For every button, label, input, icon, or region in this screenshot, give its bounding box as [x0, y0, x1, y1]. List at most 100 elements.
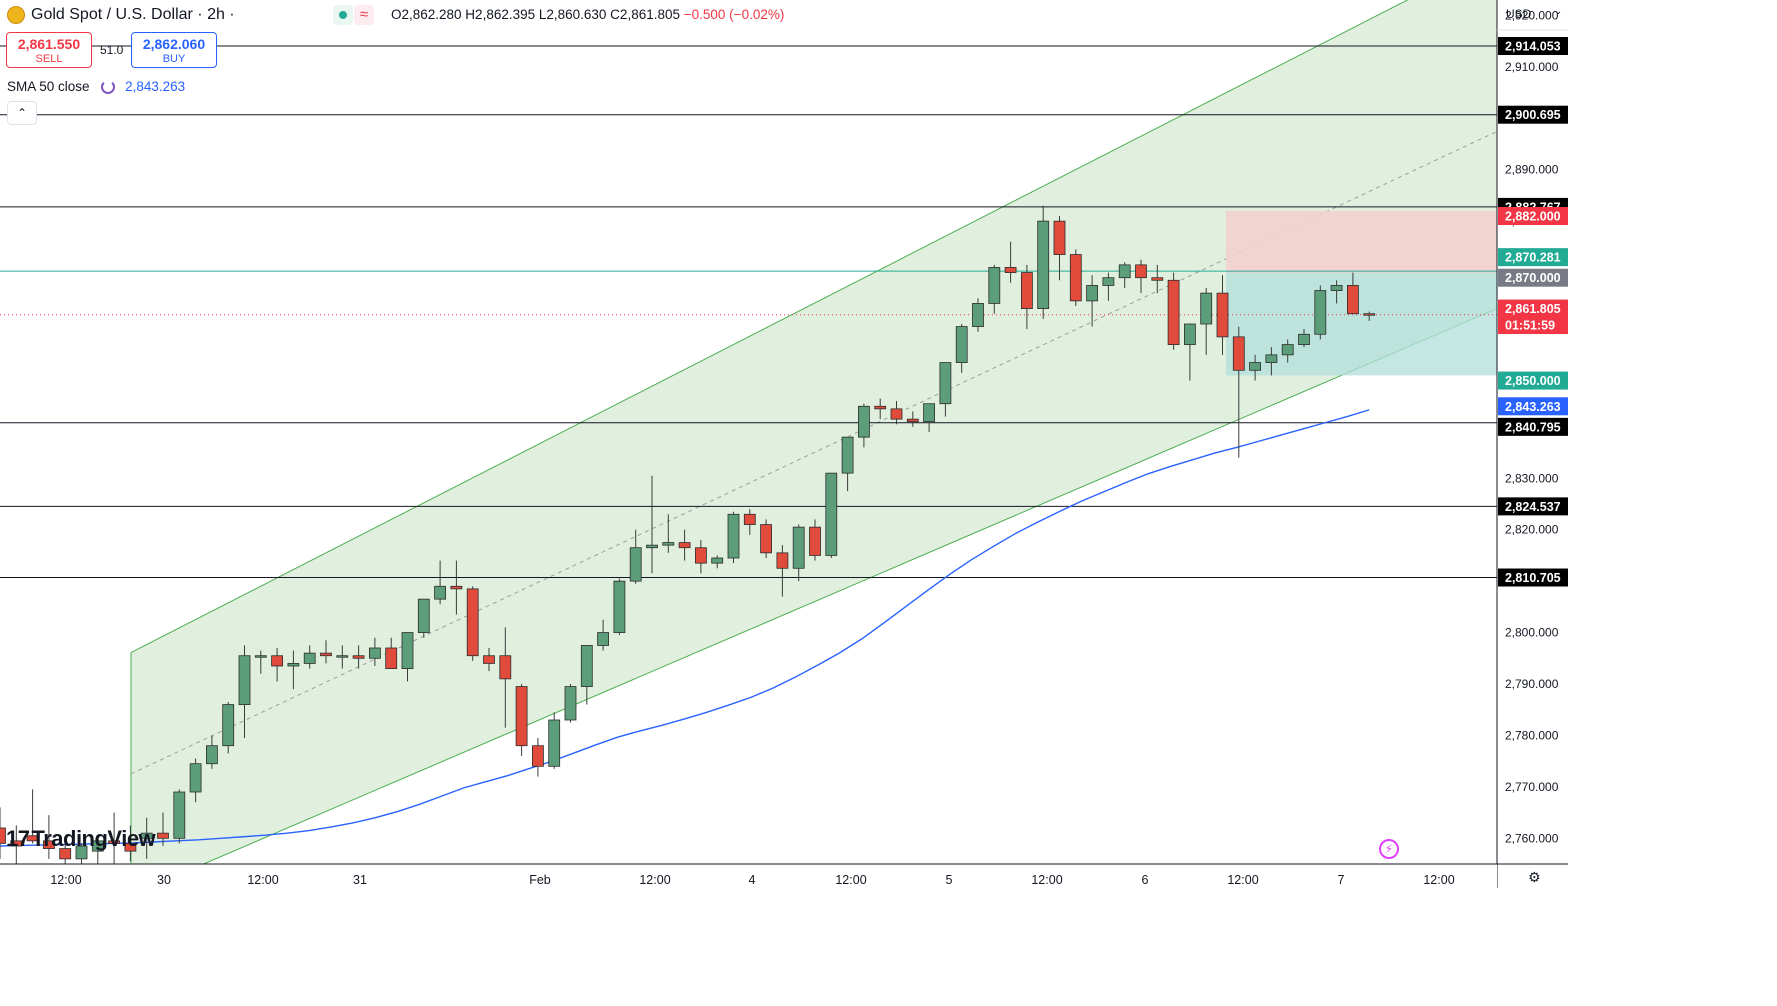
candle-body [955, 326, 968, 363]
price-tag-text: 2,824.537 [1505, 500, 1561, 514]
delay-wave-icon[interactable]: ≈ [354, 5, 374, 25]
candle [466, 586, 479, 661]
candle [368, 637, 381, 666]
symbol-title[interactable]: Gold Spot / U.S. Dollar · 2h · [31, 6, 235, 23]
price-tag-bg [1498, 207, 1568, 225]
refresh-icon[interactable] [101, 80, 116, 94]
candle-body [1151, 277, 1164, 281]
tv-logo-icon: 17 [6, 826, 30, 851]
settings-icon[interactable]: ⚙ [1528, 869, 1541, 885]
candle [532, 738, 544, 777]
candle [385, 637, 398, 669]
candles [0, 205, 1376, 877]
candle [124, 825, 137, 862]
x-tick-label: 12:00 [639, 873, 670, 887]
candle [238, 645, 251, 738]
candle-body [1249, 362, 1261, 371]
candle [1053, 216, 1066, 281]
tradingview-logo: 17TradingView [6, 826, 156, 852]
candle [678, 529, 691, 561]
candle-body [287, 663, 300, 667]
price-tag-bg [1498, 37, 1568, 56]
candle [1184, 323, 1196, 381]
candle-body [1232, 336, 1245, 371]
candle-body [434, 585, 447, 600]
flash-icon[interactable]: ⚡ [1379, 839, 1399, 859]
candle-body [727, 513, 740, 559]
chevron-down-icon[interactable]: ⌄ [1554, 6, 1563, 17]
candle-body [972, 303, 984, 327]
chevron-up-icon[interactable]: ⌃ [7, 101, 37, 125]
y-tick-label: 2,920.000 [1505, 8, 1559, 22]
candle [1347, 272, 1359, 315]
candle-body [352, 655, 365, 659]
candle [10, 825, 23, 870]
candle [825, 472, 838, 558]
time-axis-bg [0, 864, 1497, 888]
candle [597, 619, 609, 651]
candle-body [1330, 285, 1343, 291]
sell-label: SELL [35, 53, 63, 65]
candle-body [189, 763, 202, 793]
candle [157, 812, 169, 846]
candle [890, 401, 903, 425]
candle-body [548, 719, 561, 767]
candle [1037, 205, 1050, 319]
candle [646, 475, 658, 574]
candle-body [401, 632, 414, 669]
candle-body [10, 840, 23, 847]
candle-body [515, 686, 528, 747]
price-tag: 2,861.805 [1498, 299, 1568, 318]
candle [809, 519, 821, 561]
candle [1151, 264, 1164, 294]
market-open-icon[interactable] [333, 5, 353, 25]
candle-body [743, 513, 756, 525]
sell-price: 2,861.550 [17, 36, 81, 52]
candle [352, 645, 365, 669]
candle [1086, 275, 1098, 327]
spread-value: 51.0 [100, 43, 124, 57]
candle [1004, 241, 1017, 283]
candle-body [1184, 323, 1196, 345]
price-tag-bg [1498, 417, 1568, 436]
sma-50-line [0, 409, 1370, 847]
price-tag-text: 01:51:59 [1505, 319, 1555, 333]
parallel-channel [130, 0, 1498, 888]
candle [792, 524, 805, 582]
candle-body [417, 598, 430, 633]
candle-body [580, 645, 593, 687]
price-tag: 2,850.000 [1498, 371, 1568, 390]
price-tag: 2,900.695 [1498, 105, 1568, 124]
price-tag-bg [1498, 497, 1568, 516]
candle [1135, 259, 1147, 294]
x-tick-label: 12:00 [1423, 873, 1454, 887]
candle-body [1298, 333, 1310, 345]
price-labels: 2,914.0532,900.6952,882.7672,882.0002,87… [1498, 37, 1568, 587]
sell-button[interactable]: 2,861.550 SELL [6, 32, 92, 68]
candle [955, 324, 968, 373]
candle [760, 519, 772, 558]
price-tag: 2,870.281 [1498, 248, 1568, 267]
candle [580, 645, 593, 705]
candle-body [1314, 290, 1327, 335]
candle-body [1037, 220, 1050, 309]
sma-legend[interactable]: SMA 50 close 2,843.263 [7, 79, 185, 94]
price-chart[interactable]: 2,920.0002,910.0002,890.0002,880.0002,83… [0, 0, 1568, 888]
candle-body [1167, 279, 1180, 345]
buy-button[interactable]: 2,862.060 BUY [131, 32, 217, 68]
candle-body [59, 848, 72, 860]
candle [972, 298, 984, 332]
candle [1118, 262, 1131, 288]
candle [1363, 311, 1376, 321]
ohlc-readout: O2,862.280 H2,862.395 L2,860.630 C2,861.… [391, 7, 784, 22]
candle-body [1135, 264, 1147, 279]
candle [26, 789, 39, 844]
currency-selector[interactable]: USD [1506, 7, 1532, 21]
candle [205, 735, 218, 769]
candle [271, 648, 284, 682]
y-tick-label: 2,910.000 [1505, 60, 1559, 74]
candle-body [988, 267, 1001, 304]
candle-body [26, 835, 39, 842]
candle-body [108, 840, 120, 844]
candle [91, 835, 104, 864]
